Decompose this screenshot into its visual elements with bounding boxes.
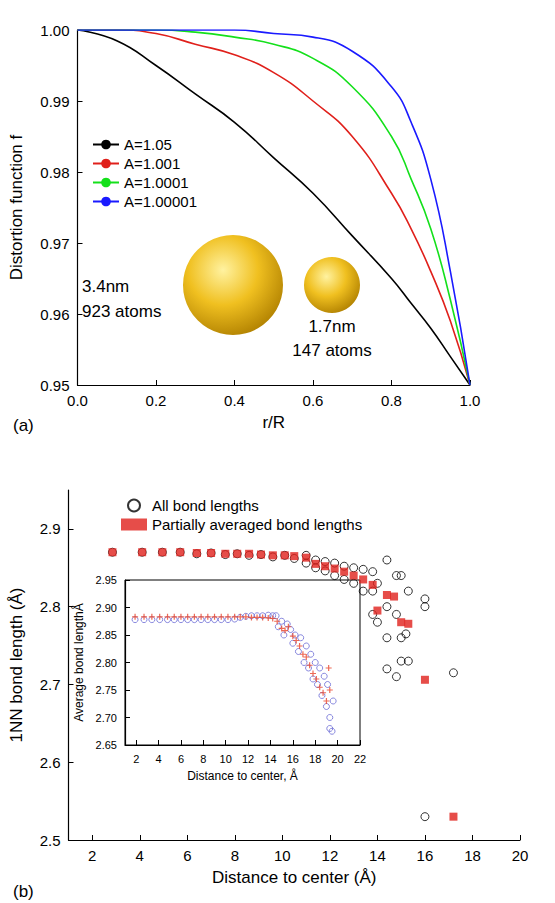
svg-text:Distortion function f: Distortion function f <box>7 134 26 280</box>
svg-text:0.8: 0.8 <box>381 392 402 409</box>
svg-text:2.95: 2.95 <box>96 574 117 586</box>
svg-text:8: 8 <box>200 753 206 765</box>
svg-text:0.98: 0.98 <box>40 164 69 181</box>
svg-text:16: 16 <box>417 847 434 864</box>
svg-text:0.2: 0.2 <box>146 392 167 409</box>
svg-text:2.7: 2.7 <box>40 676 61 693</box>
svg-text:8: 8 <box>231 847 239 864</box>
svg-text:A=1.00001: A=1.00001 <box>124 193 197 210</box>
svg-text:18: 18 <box>309 753 321 765</box>
svg-text:10: 10 <box>274 847 291 864</box>
svg-text:22: 22 <box>354 753 366 765</box>
svg-text:6: 6 <box>183 847 191 864</box>
svg-text:2.75: 2.75 <box>96 684 117 696</box>
svg-text:2.65: 2.65 <box>96 739 117 751</box>
svg-text:2.80: 2.80 <box>96 657 117 669</box>
svg-text:(b): (b) <box>13 882 34 901</box>
svg-text:0.6: 0.6 <box>303 392 324 409</box>
svg-text:Average bond lengthÅ: Average bond lengthÅ <box>71 603 86 722</box>
svg-text:1NN bond length (Å): 1NN bond length (Å) <box>7 588 26 743</box>
svg-text:12: 12 <box>322 847 339 864</box>
svg-text:2.85: 2.85 <box>96 629 117 641</box>
svg-text:Distance to center (Å): Distance to center (Å) <box>212 868 376 887</box>
svg-text:0.0: 0.0 <box>67 392 88 409</box>
svg-text:0.96: 0.96 <box>40 306 69 323</box>
svg-text:923 atoms: 923 atoms <box>82 302 161 321</box>
svg-text:0.99: 0.99 <box>40 93 69 110</box>
svg-text:3.4nm: 3.4nm <box>82 277 129 296</box>
svg-text:2: 2 <box>133 753 139 765</box>
svg-text:2.5: 2.5 <box>40 832 61 849</box>
svg-text:6: 6 <box>178 753 184 765</box>
svg-text:r/R: r/R <box>262 413 285 432</box>
svg-text:(a): (a) <box>13 416 34 435</box>
svg-text:10: 10 <box>220 753 232 765</box>
svg-text:14: 14 <box>369 847 386 864</box>
svg-text:2.8: 2.8 <box>40 598 61 615</box>
svg-text:2.6: 2.6 <box>40 754 61 771</box>
svg-text:2.70: 2.70 <box>96 712 117 724</box>
svg-text:4: 4 <box>156 753 162 765</box>
svg-text:Partially averaged bond length: Partially averaged bond lengths <box>152 516 362 533</box>
svg-text:A=1.001: A=1.001 <box>124 155 180 172</box>
svg-text:Distance to center, Å: Distance to center, Å <box>187 768 298 783</box>
svg-text:20: 20 <box>512 847 529 864</box>
svg-text:0.95: 0.95 <box>40 377 69 394</box>
svg-text:20: 20 <box>331 753 343 765</box>
svg-text:18: 18 <box>464 847 481 864</box>
svg-text:147 atoms: 147 atoms <box>292 341 371 360</box>
svg-text:12: 12 <box>242 753 254 765</box>
svg-text:2.9: 2.9 <box>40 520 61 537</box>
svg-text:4: 4 <box>136 847 144 864</box>
svg-text:0.97: 0.97 <box>40 235 69 252</box>
svg-text:1.00: 1.00 <box>40 22 69 39</box>
svg-text:16: 16 <box>287 753 299 765</box>
svg-text:14: 14 <box>264 753 276 765</box>
svg-text:2: 2 <box>88 847 96 864</box>
svg-text:1.7nm: 1.7nm <box>308 317 355 336</box>
svg-text:All bond lengths: All bond lengths <box>152 497 259 514</box>
svg-text:1.0: 1.0 <box>460 392 481 409</box>
svg-text:A=1.0001: A=1.0001 <box>124 174 189 191</box>
svg-text:0.4: 0.4 <box>224 392 245 409</box>
svg-text:2.90: 2.90 <box>96 602 117 614</box>
svg-text:A=1.05: A=1.05 <box>124 136 172 153</box>
